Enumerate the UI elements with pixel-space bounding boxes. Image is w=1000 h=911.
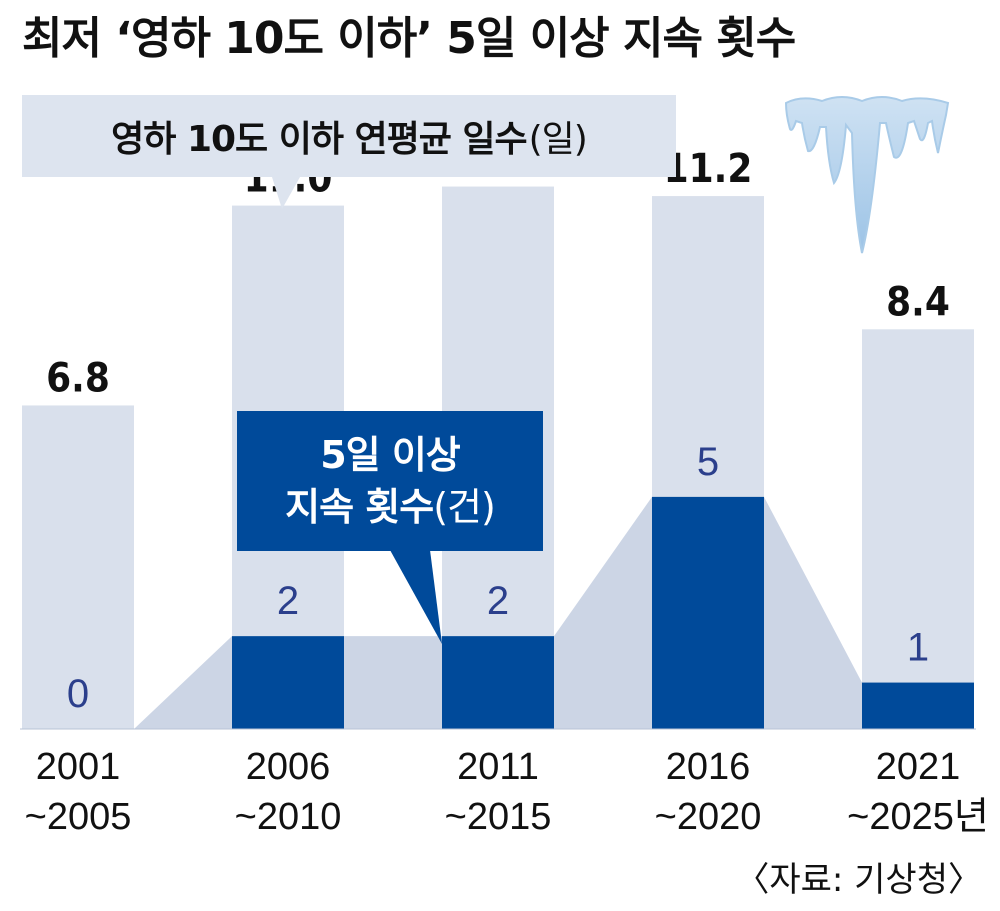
days-value-label: 8.4 xyxy=(886,279,950,325)
count-value-label: 2 xyxy=(487,579,509,623)
count-value-label: 5 xyxy=(697,440,719,484)
category-label-start: 2016 xyxy=(666,746,751,788)
category-label-start: 2011 xyxy=(457,746,539,788)
category-label-start: 2001 xyxy=(36,746,121,788)
category-label-start: 2021 xyxy=(876,746,961,788)
days-value-label: 6.8 xyxy=(46,355,110,401)
category-label-end: ~2015 xyxy=(445,796,552,838)
chart-title: 최저 ‘영하 10도 이하’ 5일 이상 지속 횟수 xyxy=(22,13,796,64)
source-note: 〈자료: 기상청〉 xyxy=(735,860,982,900)
legend-days-label: 영하 10도 이하 연평균 일수 xyxy=(111,119,527,160)
category-label-start: 2006 xyxy=(246,746,331,788)
days-bar xyxy=(22,405,134,729)
category-label-end: ~2010 xyxy=(235,796,342,838)
category-label-end: ~2025년 xyxy=(847,796,989,838)
count-value-label: 1 xyxy=(907,626,929,670)
legend-days: 영하 10도 이하 연평균 일수 (일) xyxy=(22,95,676,177)
count-bar xyxy=(652,496,764,729)
count-bar xyxy=(862,682,974,729)
days-bar xyxy=(862,329,974,729)
count-value-label: 2 xyxy=(277,579,299,623)
category-label-end: ~2020 xyxy=(655,796,762,838)
callout-line1: 5일 이상 xyxy=(320,433,461,477)
callout-pointer xyxy=(390,550,442,644)
callout-line2: 지속 횟수 xyxy=(285,485,434,529)
days-value-label: 11.2 xyxy=(664,146,753,192)
legend-days-unit: (일) xyxy=(528,119,588,160)
callout-unit: (건) xyxy=(433,485,496,529)
category-label-end: ~2005 xyxy=(25,796,132,838)
count-value-label: 0 xyxy=(67,672,89,716)
legend-pointer xyxy=(272,177,300,209)
icicle-icon xyxy=(784,96,950,254)
count-bar xyxy=(232,636,344,729)
count-bar xyxy=(442,636,554,729)
legend-count-callout: 5일 이상 지속 횟수(건) xyxy=(237,411,543,551)
